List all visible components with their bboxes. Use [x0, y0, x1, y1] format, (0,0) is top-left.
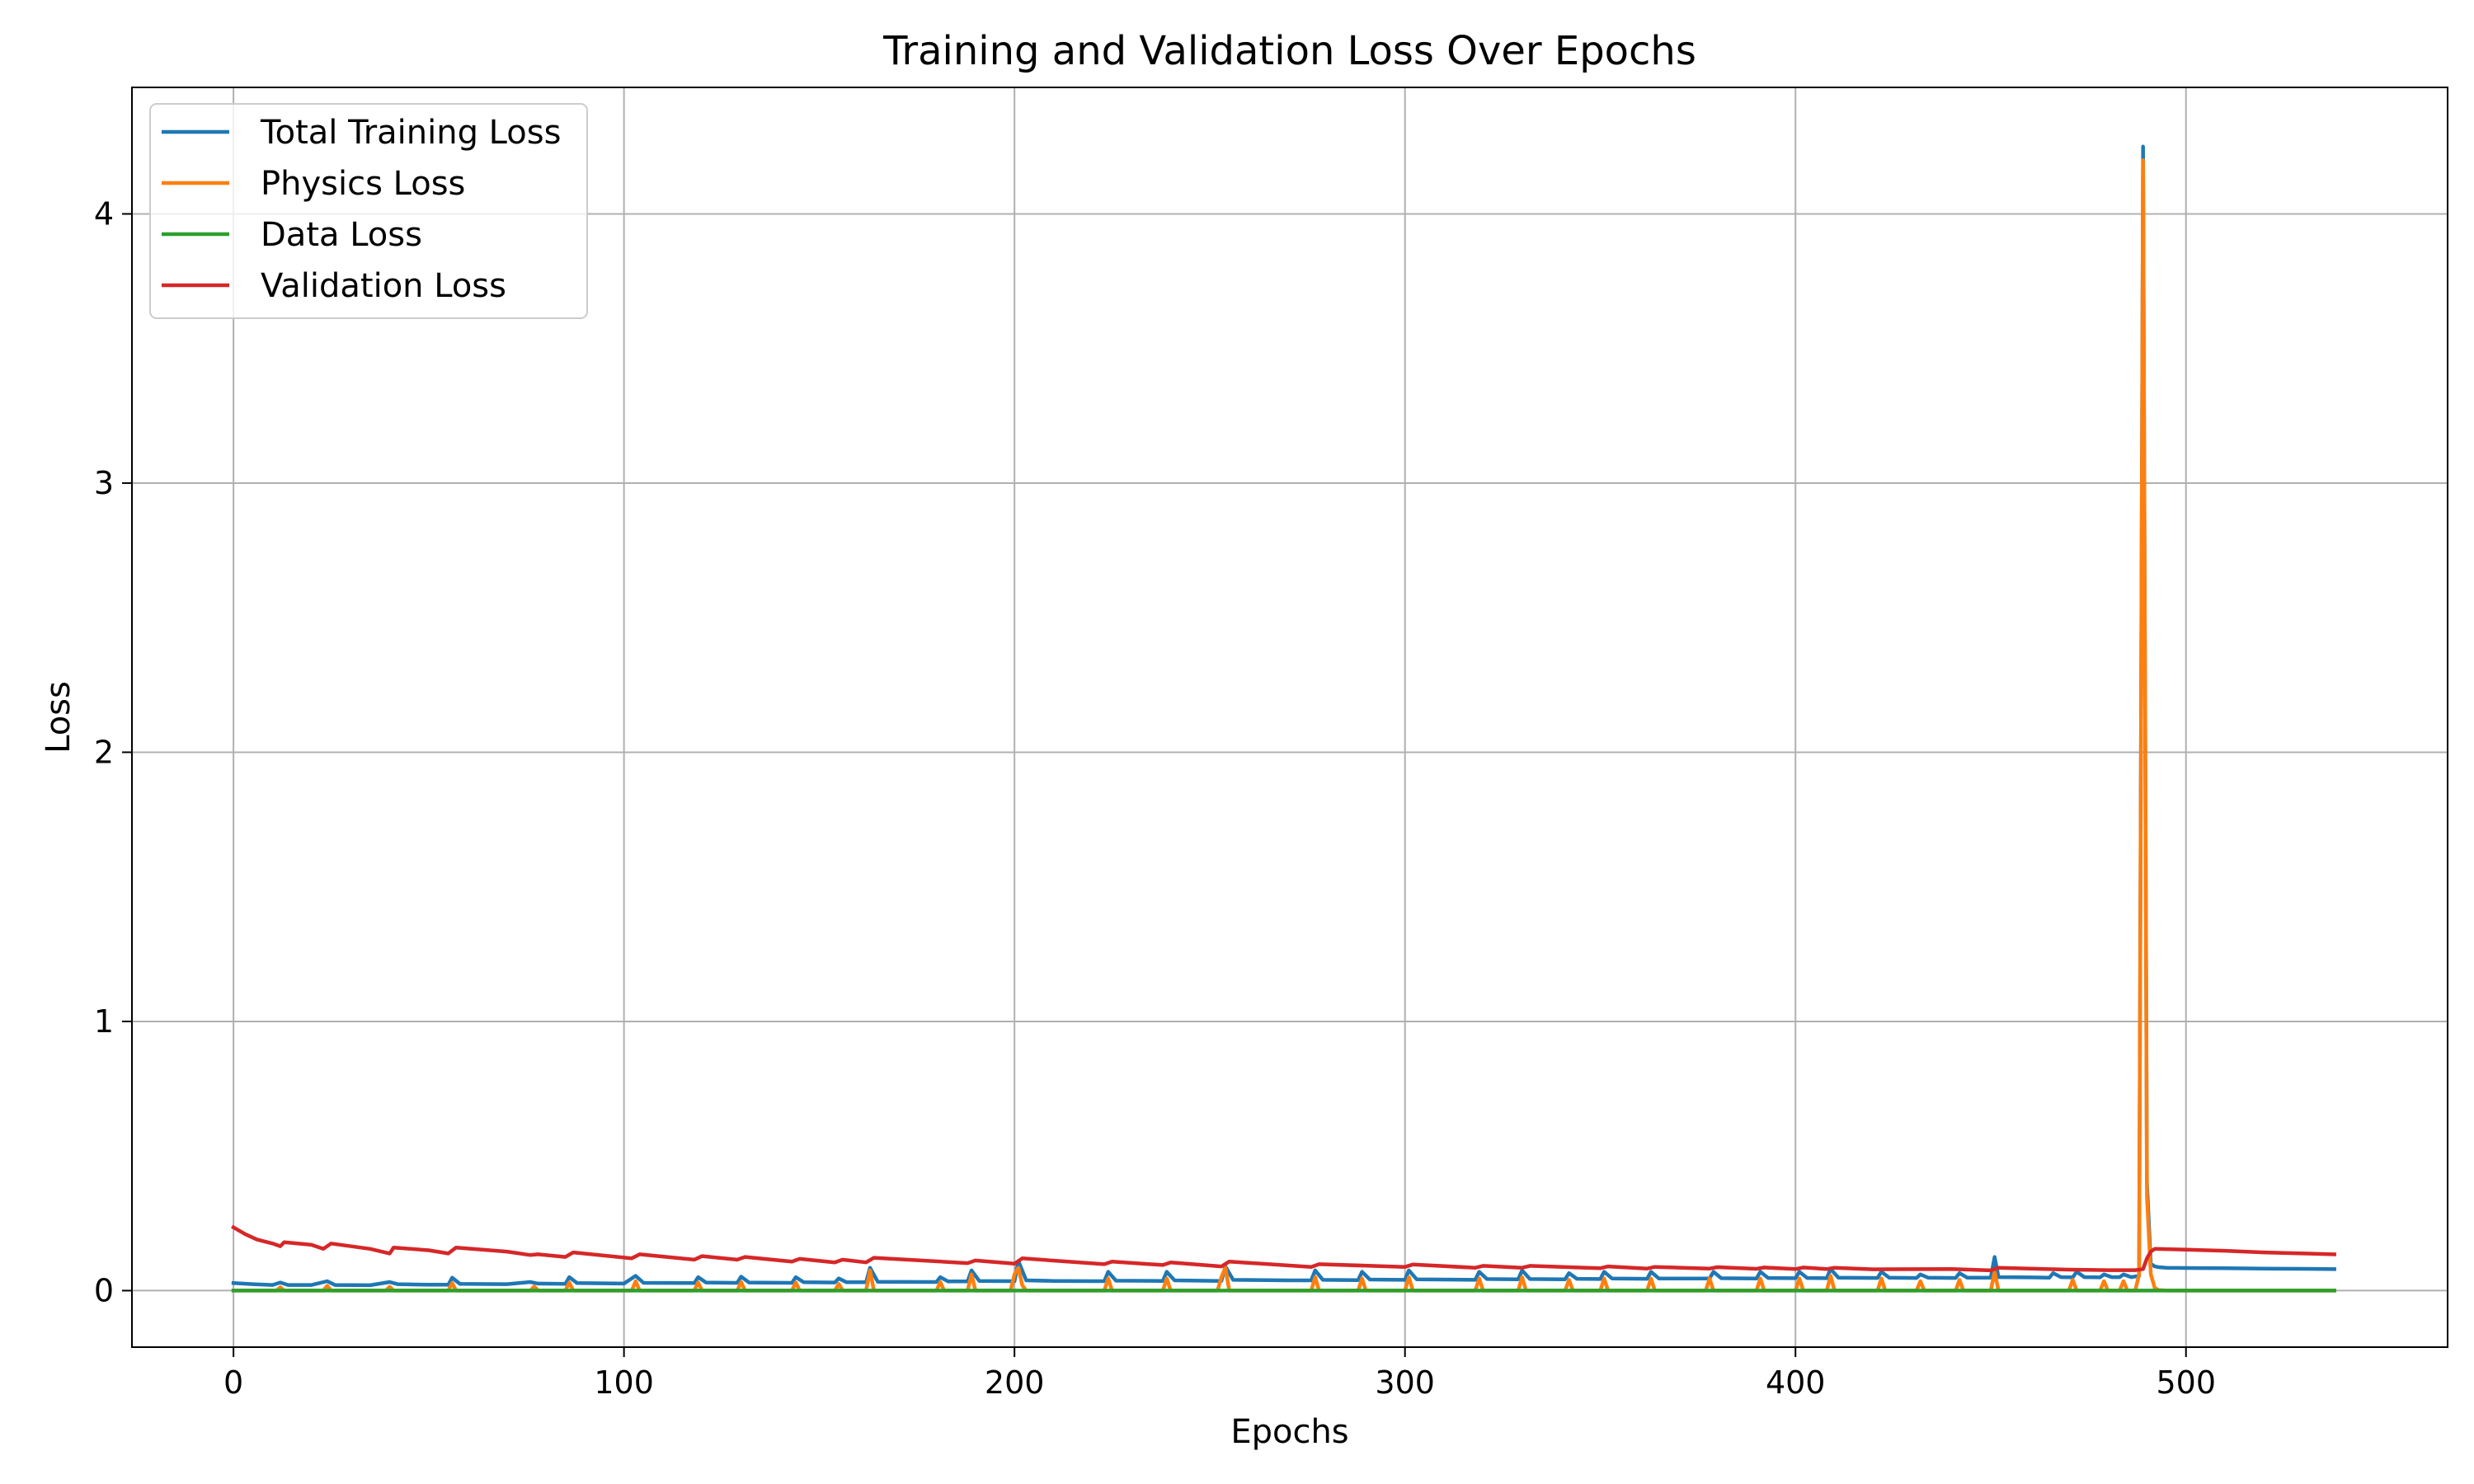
legend-label: Total Training Loss — [260, 114, 561, 152]
y-tick-label: 2 — [94, 734, 114, 770]
ticks: 0 100 200 300 400 500 0 1 2 3 4 — [94, 195, 2216, 1401]
y-tick-label: 0 — [94, 1272, 114, 1308]
series-layer — [231, 144, 2337, 1293]
legend-label: Data Loss — [261, 216, 422, 254]
x-tick-label: 200 — [985, 1364, 1045, 1401]
plot-frame — [131, 87, 2448, 1348]
legend-label: Physics Loss — [261, 165, 465, 203]
series-line-validation-loss — [231, 1224, 2337, 1273]
legend-label: Validation Loss — [261, 267, 506, 305]
y-axis-title: Loss — [40, 681, 78, 754]
y-tick-label: 1 — [94, 1003, 114, 1040]
x-tick-label: 100 — [594, 1364, 654, 1401]
legend: Total Training Loss Physics Loss Data Loss… — [149, 103, 588, 319]
y-tick-label: 3 — [94, 465, 114, 501]
x-tick-label: 300 — [1375, 1364, 1435, 1401]
x-tick-label: 500 — [2156, 1364, 2216, 1401]
series-line-physics-loss — [231, 157, 2336, 1293]
x-axis-title: Epochs — [1230, 1413, 1348, 1451]
x-tick-label: 400 — [1766, 1364, 1826, 1401]
x-tick-label: 0 — [223, 1364, 243, 1401]
legend-box — [149, 103, 588, 319]
y-tick-label: 4 — [94, 195, 114, 232]
series-line-total-training-loss — [231, 144, 2336, 1288]
chart-title: Training and Validation Loss Over Epochs — [882, 28, 1696, 74]
